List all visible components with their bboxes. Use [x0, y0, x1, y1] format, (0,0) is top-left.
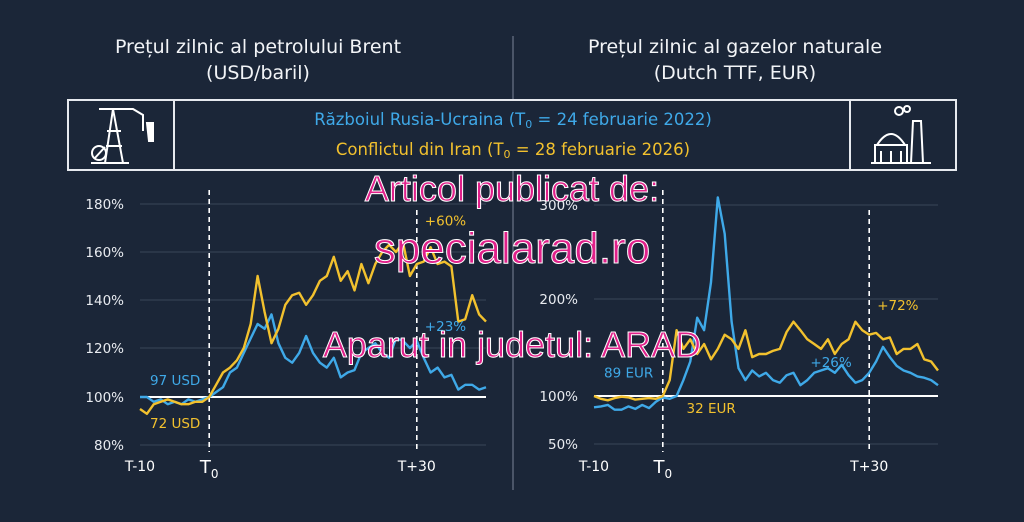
y-tick-label: 100%	[539, 389, 578, 405]
legend-item-ukraine-war: Războiul Rusia-Ucraina (T0 = 24 februari…	[175, 110, 851, 131]
y-tick-label: 80%	[94, 438, 124, 454]
gas-chart-title: Prețul zilnic al gazelor naturale (Dutch…	[525, 34, 945, 86]
watermark-line3: Aparut in judetul: ARAD	[322, 324, 702, 366]
y-tick-label: 180%	[85, 197, 124, 213]
legend-blue-text: Războiul Rusia-Ucraina (T	[314, 110, 526, 129]
watermark-line1: Articol publicat de:	[364, 168, 660, 210]
legend-icon-cell-left	[69, 101, 175, 169]
series-line-yellow	[593, 320, 939, 402]
value-annotation: +26%	[810, 355, 851, 371]
brent-title-line1: Prețul zilnic al petrolului Brent	[114, 36, 402, 58]
x-tick-label: T-10	[578, 459, 609, 475]
legend-yellow-sub: 0	[503, 148, 511, 161]
gas-plant-icon	[871, 105, 931, 164]
panel-divider	[512, 36, 514, 490]
x-tick-label: T+30	[849, 459, 888, 475]
y-tick-label: 200%	[539, 292, 578, 308]
series-line-yellow	[139, 241, 487, 415]
value-annotation: 32 EUR	[687, 401, 736, 417]
value-annotation: +23%	[425, 319, 466, 335]
x-tick-label: T0	[652, 457, 672, 481]
gas-title-line2: (Dutch TTF, EUR)	[653, 62, 817, 84]
y-tick-label: 50%	[548, 437, 578, 453]
value-annotation: 97 USD	[150, 373, 200, 389]
legend-yellow-text: Conflictul din Iran (T	[335, 140, 504, 159]
y-tick-label: 100%	[85, 390, 124, 406]
legend-item-iran-conflict: Conflictul din Iran (T0 = 28 februarie 2…	[175, 140, 851, 161]
legend-blue-suffix: = 24 februarie 2022)	[532, 110, 712, 129]
brent-title-line2: (USD/baril)	[206, 62, 310, 84]
value-annotation: +60%	[425, 214, 466, 230]
gas-title-line1: Prețul zilnic al gazelor naturale	[587, 36, 883, 58]
y-tick-label: 300%	[539, 198, 578, 214]
series-line-blue	[593, 196, 939, 411]
brent-chart-title: Prețul zilnic al petrolului Brent (USD/b…	[48, 34, 468, 86]
legend-yellow-suffix: = 28 februarie 2026)	[510, 140, 691, 159]
y-tick-label: 120%	[85, 341, 124, 357]
x-tick-label: T-10	[124, 459, 155, 475]
value-annotation: 89 EUR	[604, 366, 653, 382]
value-annotation: +72%	[877, 298, 918, 314]
legend-icon-cell-right	[849, 101, 955, 169]
watermark-line2: specialarad.ro	[373, 224, 651, 274]
x-tick-label: T+30	[397, 459, 436, 475]
y-tick-label: 140%	[85, 293, 124, 309]
value-annotation: 72 USD	[150, 416, 200, 432]
legend-blue-sub: 0	[525, 118, 533, 131]
oil-pump-icon	[91, 108, 154, 164]
legend-box: Războiul Rusia-Ucraina (T0 = 24 februari…	[67, 99, 957, 171]
y-tick-label: 160%	[85, 245, 124, 261]
